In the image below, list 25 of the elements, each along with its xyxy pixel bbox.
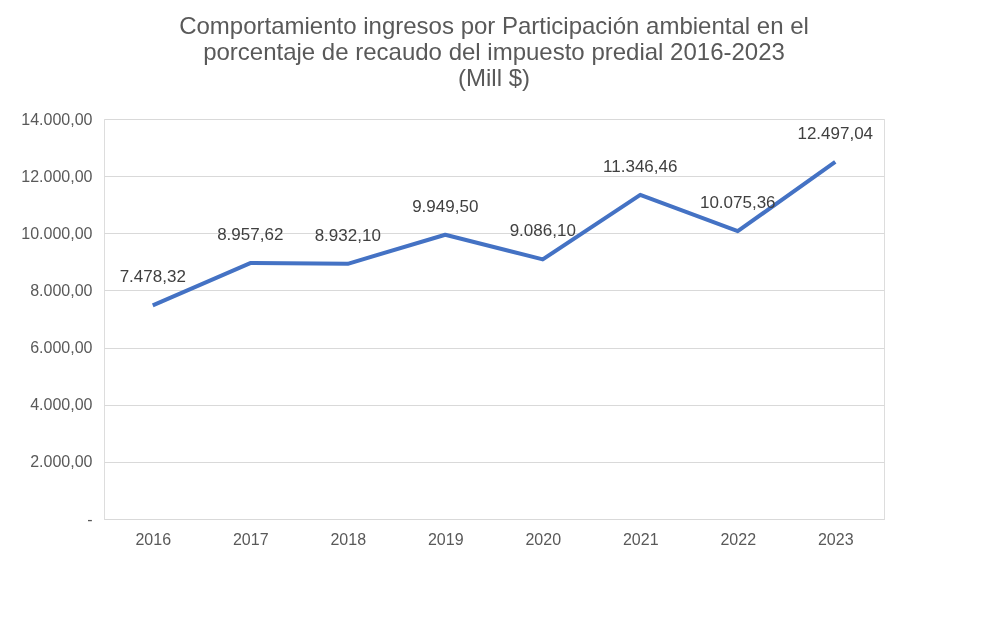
- chart-title: Comportamiento ingresos por Participación ambiental en el porcentaje de recaudo del impuesto predial 2016-2023 (Mill $): [179, 12, 809, 91]
- data-label: 10.075,36: [699, 193, 776, 213]
- x-tick-label: 2023: [817, 530, 854, 548]
- data-label: 8.957,62: [217, 225, 284, 245]
- x-tick-label: 2022: [720, 530, 757, 548]
- y-tick-label: 14.000,00: [21, 110, 93, 128]
- y-tick-label: 2.000,00: [30, 453, 93, 471]
- x-tick-label: 2016: [135, 530, 172, 548]
- x-tick-label: 2019: [427, 530, 464, 548]
- data-label: 12.497,04: [797, 123, 874, 143]
- y-tick-label: 4.000,00: [30, 396, 93, 414]
- data-label: 11.346,46: [603, 156, 678, 176]
- y-tick-label: 6.000,00: [30, 339, 93, 357]
- x-tick-label: 2018: [330, 530, 367, 548]
- data-label: 9.086,10: [509, 221, 576, 241]
- x-tick-label: 2021: [622, 530, 659, 548]
- x-tick-label: 2017: [232, 530, 269, 548]
- data-label: 8.932,10: [314, 225, 381, 245]
- x-tick-label: 2020: [525, 530, 562, 548]
- data-label: 9.949,50: [412, 196, 479, 216]
- y-tick-label: 8.000,00: [30, 281, 93, 299]
- y-tick-label: 10.000,00: [21, 224, 93, 242]
- y-tick-label: -: [87, 510, 93, 528]
- y-tick-label: 12.000,00: [21, 167, 93, 185]
- data-label: 7.478,32: [119, 267, 186, 287]
